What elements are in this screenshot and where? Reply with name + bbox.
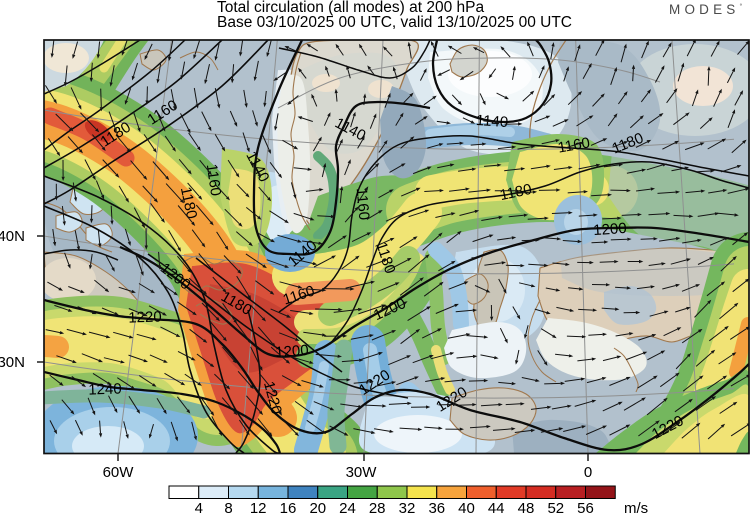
svg-text:24: 24: [339, 500, 356, 516]
svg-text:1180: 1180: [498, 181, 533, 204]
svg-text:28: 28: [369, 500, 386, 516]
svg-text:1220: 1220: [128, 308, 162, 326]
svg-text:32: 32: [399, 500, 416, 516]
svg-text:1200: 1200: [593, 220, 627, 239]
svg-text:16: 16: [280, 500, 297, 516]
svg-text:48: 48: [518, 500, 535, 516]
svg-text:36: 36: [428, 500, 445, 516]
svg-text:60W: 60W: [103, 464, 135, 481]
svg-text:4: 4: [195, 500, 203, 516]
svg-text:12: 12: [250, 500, 267, 516]
svg-text:30N: 30N: [0, 354, 25, 371]
svg-text:1240: 1240: [88, 380, 122, 398]
svg-text:40N: 40N: [0, 228, 25, 245]
svg-text:8: 8: [224, 500, 232, 516]
svg-text:1160: 1160: [353, 187, 373, 221]
svg-text:40: 40: [458, 500, 475, 516]
svg-text:20: 20: [309, 500, 326, 516]
svg-text:56: 56: [577, 500, 594, 516]
svg-text:0: 0: [584, 464, 592, 481]
svg-text:1200: 1200: [275, 342, 309, 361]
svg-text:30W: 30W: [346, 464, 378, 481]
svg-text:52: 52: [547, 500, 564, 516]
svg-text:44: 44: [488, 500, 505, 516]
svg-text:m/s: m/s: [624, 500, 648, 516]
